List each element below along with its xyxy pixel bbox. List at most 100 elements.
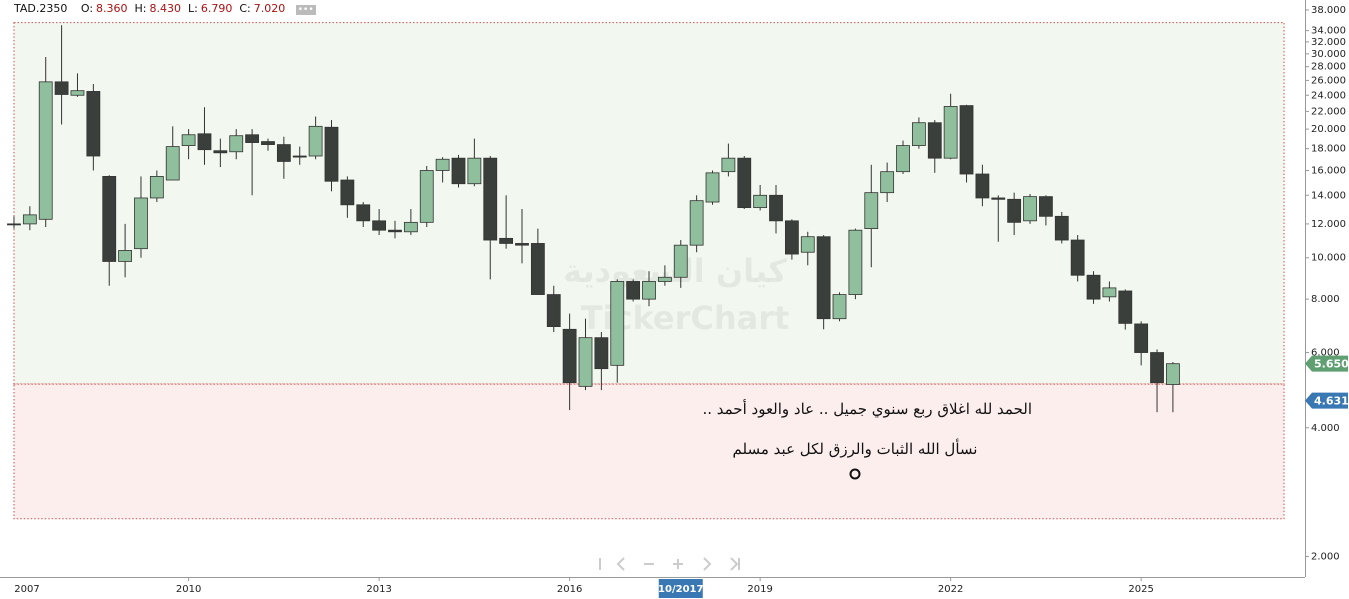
candle-body	[38, 81, 53, 220]
zone	[13, 383, 1285, 520]
price-badge	[1305, 392, 1348, 409]
candle-body	[562, 328, 577, 384]
nav-icon[interactable]	[673, 559, 683, 569]
y-tick-label: 18.000	[1311, 144, 1346, 155]
y-tick-label: 8.000	[1311, 294, 1340, 305]
candle-body	[546, 294, 561, 327]
y-tick-label: 28.000	[1311, 62, 1346, 73]
candle-body	[689, 200, 704, 246]
ohlc-label: O:	[80, 2, 94, 15]
candle-body	[149, 176, 164, 199]
nav-icon[interactable]	[616, 557, 625, 571]
candle-body	[388, 229, 402, 233]
candle-body	[864, 192, 879, 229]
zone	[13, 22, 1285, 385]
navigation[interactable]	[599, 557, 740, 571]
candle-body	[229, 135, 244, 153]
candle-body	[1054, 215, 1069, 241]
candle-body	[1102, 287, 1117, 298]
candle-body	[911, 122, 926, 146]
candle-body	[483, 157, 498, 241]
crosshair-label: 10/2017	[658, 584, 703, 595]
y-tick-label: 4.000	[1311, 423, 1340, 434]
candle-body	[197, 133, 212, 151]
candle-body	[594, 337, 609, 370]
candle-body	[213, 150, 228, 154]
candle-body	[22, 214, 37, 225]
crosshair-badge	[658, 579, 703, 598]
candle-body	[578, 337, 593, 387]
candle-body	[118, 250, 133, 262]
candle-body	[435, 158, 450, 171]
candle-body	[70, 90, 85, 96]
nav-icon[interactable]	[730, 557, 740, 571]
candle-body	[737, 157, 752, 209]
candle-body	[1007, 198, 1022, 223]
candle-body	[1166, 363, 1180, 385]
header: TAD.2350 O: 8.360 H: 8.430 L: 6.790 C: 7.020 ••…	[14, 2, 316, 15]
candle-body	[261, 141, 275, 145]
y-tick-label: 16.000	[1311, 166, 1346, 177]
candle-body	[769, 194, 783, 222]
candle-body	[1134, 323, 1149, 353]
candle-body	[181, 134, 196, 146]
candle-body	[102, 176, 117, 262]
candle-body	[1086, 274, 1101, 300]
candle-body	[356, 204, 371, 222]
more-button[interactable]: •••	[295, 5, 316, 15]
y-tick-label: 34.000	[1311, 26, 1346, 37]
candle-body	[419, 170, 434, 223]
y-tick-label: 38.000	[1311, 5, 1346, 16]
ohlc-value: 8.430	[149, 2, 182, 15]
y-tick-label: 10.000	[1311, 253, 1346, 264]
candle-body	[530, 243, 545, 295]
candle-body	[800, 236, 815, 253]
symbol: TAD.2350	[14, 2, 68, 15]
candle-body	[54, 81, 69, 95]
candle-body	[86, 91, 101, 157]
y-tick-label: 20.000	[1311, 124, 1346, 135]
candle-body	[1039, 196, 1053, 217]
candle-body	[292, 155, 307, 158]
candle-body	[1070, 239, 1085, 276]
candle-body	[673, 244, 688, 278]
x-tick-label: 2016	[557, 584, 582, 595]
candle-body	[927, 122, 942, 159]
candle-body	[276, 144, 291, 162]
candle-body	[705, 172, 720, 203]
price-badge	[1305, 355, 1348, 372]
y-tick-label: 22.000	[1311, 106, 1346, 117]
candle-body	[1150, 352, 1164, 384]
nav-icon[interactable]	[703, 557, 712, 571]
candle-body	[165, 146, 180, 181]
x-tick-label: 2010	[176, 584, 201, 595]
x-tick-label: 2019	[747, 584, 772, 595]
candle-body	[134, 197, 148, 250]
candle-body	[245, 134, 260, 143]
ohlc-value: 8.360	[96, 2, 128, 15]
candle-body	[1118, 290, 1133, 324]
candle-body	[467, 157, 482, 185]
y-tick-label: 12.000	[1311, 219, 1346, 230]
ohlc-fields: O: 8.360 H: 8.430 L: 6.790 C: 7.020	[81, 2, 292, 15]
candle-body	[324, 126, 339, 182]
candle-body	[403, 221, 418, 233]
candle-body	[832, 294, 847, 320]
y-tick-label: 14.000	[1311, 190, 1346, 201]
candle-body	[515, 243, 529, 246]
candle-body	[784, 220, 799, 255]
y-tick-label: 24.000	[1311, 90, 1346, 101]
candle-body	[610, 281, 625, 366]
candle-body	[943, 106, 958, 159]
candle-body	[7, 223, 21, 226]
ohlc-label: L:	[188, 2, 198, 15]
y-tick-label: 30.000	[1311, 49, 1346, 60]
candle-body	[308, 125, 323, 157]
candle-body	[372, 220, 387, 231]
candle-body	[721, 157, 736, 173]
x-tick-label: 2007	[14, 584, 39, 595]
y-tick-label: 2.000	[1311, 551, 1340, 562]
candle-body	[499, 237, 514, 244]
